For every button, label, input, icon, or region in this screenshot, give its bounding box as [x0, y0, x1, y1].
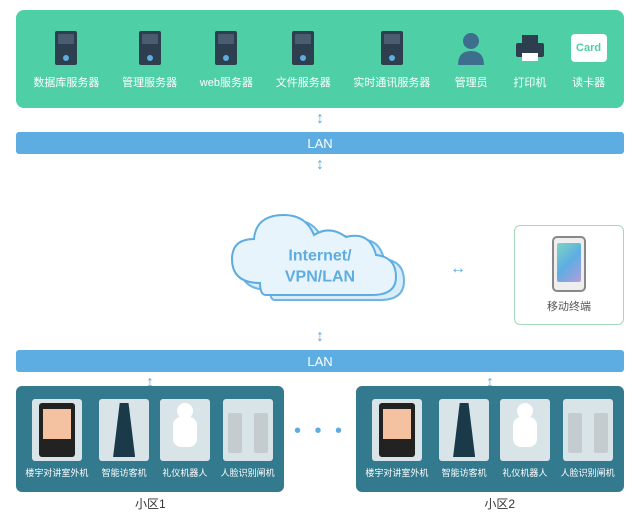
label: 智能访客机 [442, 466, 487, 479]
label: 读卡器 [572, 74, 605, 90]
label: 管理员 [455, 74, 488, 90]
web-server: web服务器 [200, 28, 253, 90]
intercom-device: 楼宇对讲室外机 [25, 399, 88, 479]
card-icon: Card [571, 34, 607, 62]
greeting-robot: 礼仪机器人 [500, 399, 550, 479]
zone-1: 楼宇对讲室外机 智能访客机 礼仪机器人 人脸识别闸机 [16, 386, 284, 492]
label: 楼宇对讲室外机 [25, 466, 88, 479]
lan-bar-lower: LAN [16, 350, 624, 372]
mgmt-server: 管理服务器 [122, 28, 177, 90]
zone-2: 楼宇对讲室外机 智能访客机 礼仪机器人 人脸识别闸机 [356, 386, 624, 492]
label: web服务器 [200, 74, 253, 90]
db-server: 数据库服务器 [33, 28, 99, 90]
arrow-bidir-icon: ↕ [316, 110, 324, 128]
lan-label: LAN [307, 136, 332, 151]
admin-user: 管理员 [453, 28, 489, 90]
mobile-label: 移动终端 [547, 298, 591, 314]
printer: 打印机 [512, 28, 548, 90]
label: 数据库服务器 [33, 74, 99, 90]
rt-server: 实时通讯服务器 [353, 28, 430, 90]
arrow-bidir-h-icon: ↔ [450, 260, 466, 278]
lan-bar-upper: LAN [16, 132, 624, 154]
visitor-kiosk: 智能访客机 [99, 399, 149, 479]
label: 智能访客机 [102, 466, 147, 479]
label: 实时通讯服务器 [353, 74, 430, 90]
cloud-label: Internet/VPN/LAN [285, 246, 355, 288]
server-tier: 数据库服务器 管理服务器 web服务器 文件服务器 实时通讯服务器 管理员 打印… [16, 10, 624, 108]
label: 打印机 [513, 74, 546, 90]
label: 文件服务器 [276, 74, 331, 90]
label: 楼宇对讲室外机 [365, 466, 428, 479]
zone1-title: 小区1 [135, 495, 166, 512]
label: 人脸识别闸机 [221, 466, 275, 479]
ellipsis-icon: • • • [294, 420, 346, 443]
mobile-terminal: 移动终端 [514, 225, 624, 325]
label: 人脸识别闸机 [561, 466, 615, 479]
label: 管理服务器 [122, 74, 177, 90]
arrow-bidir-icon: ↕ [316, 156, 324, 174]
label: 礼仪机器人 [162, 466, 207, 479]
cloud-network: Internet/VPN/LAN [220, 205, 420, 325]
face-gate: 人脸识别闸机 [561, 399, 615, 479]
arrow-bidir-icon: ↕ [316, 328, 324, 346]
intercom-device: 楼宇对讲室外机 [365, 399, 428, 479]
card-reader: Card 读卡器 [571, 28, 607, 90]
face-gate: 人脸识别闸机 [221, 399, 275, 479]
file-server: 文件服务器 [276, 28, 331, 90]
greeting-robot: 礼仪机器人 [160, 399, 210, 479]
visitor-kiosk: 智能访客机 [439, 399, 489, 479]
phone-icon [552, 236, 586, 292]
zone2-title: 小区2 [484, 495, 515, 512]
lan-label: LAN [307, 354, 332, 369]
label: 礼仪机器人 [502, 466, 547, 479]
